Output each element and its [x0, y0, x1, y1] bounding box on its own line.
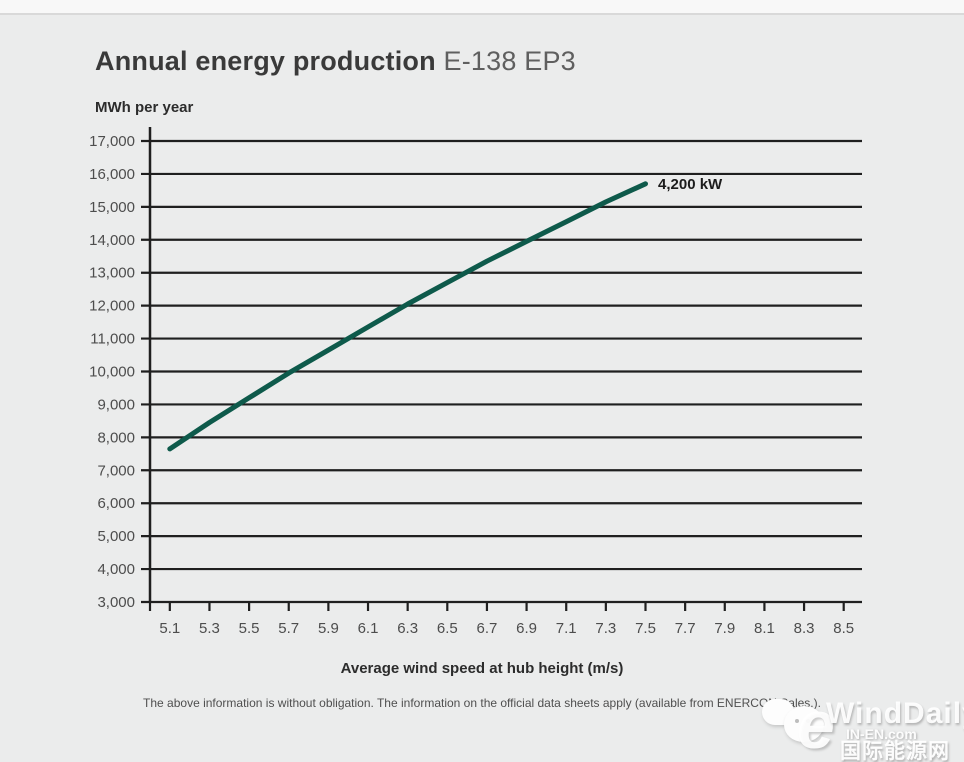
- y-tick-label: 11,000: [90, 331, 135, 348]
- x-tick-label: 7.5: [635, 620, 656, 637]
- x-tick-label: 5.7: [278, 620, 299, 637]
- x-tick-label: 5.9: [318, 620, 339, 637]
- x-tick-label: 6.5: [437, 620, 458, 637]
- y-tick-label: 6,000: [97, 495, 135, 512]
- x-tick-label: 8.3: [794, 620, 815, 637]
- y-axis-unit-label: MWh per year: [95, 99, 194, 116]
- energy-production-line: [167, 181, 648, 452]
- watermark-site: IN-EN.com: [846, 726, 917, 742]
- y-tick-label: 4,000: [97, 561, 135, 578]
- y-tick-label: 10,000: [89, 364, 135, 381]
- watermark-site-chinese: 国际能源网: [840, 740, 950, 762]
- chart-title-main: Annual energy production: [95, 46, 436, 76]
- x-tick-label: 5.1: [159, 620, 180, 637]
- y-tick-label: 14,000: [89, 232, 135, 249]
- y-tick-label: 8,000: [97, 429, 135, 446]
- x-tick-label: 7.3: [595, 620, 616, 637]
- x-tick-label: 6.3: [397, 620, 418, 637]
- y-tick-label: 9,000: [97, 396, 135, 413]
- x-tick-label: 7.1: [556, 620, 577, 637]
- x-tick-label: 6.1: [358, 620, 379, 637]
- y-tick-label: 12,000: [89, 298, 135, 315]
- bubble-face-dot: [806, 719, 810, 723]
- chart-title-model: E-138 EP3: [443, 46, 576, 76]
- x-tick-label: 8.1: [754, 620, 775, 637]
- x-tick-label: 6.7: [477, 620, 498, 637]
- disclaimer-text: The above information is without obligat…: [143, 696, 821, 710]
- power-rating-annotation: 4,200 kW: [658, 176, 723, 193]
- y-tick-label: 16,000: [89, 166, 135, 183]
- chart-title: Annual energy production E-138 EP3: [95, 46, 576, 77]
- y-tick-label: 3,000: [97, 594, 135, 611]
- y-tick-label: 7,000: [97, 462, 135, 479]
- y-tick-label: 13,000: [89, 265, 135, 282]
- x-tick-label: 8.5: [833, 620, 854, 637]
- x-tick-label: 6.9: [516, 620, 537, 637]
- top-divider: [0, 0, 964, 15]
- y-tick-label: 17,000: [89, 133, 135, 150]
- x-tick-label: 7.9: [714, 620, 735, 637]
- x-tick-label: 5.5: [239, 620, 260, 637]
- y-tick-label: 15,000: [89, 199, 135, 216]
- in-en-logo-icon: e: [797, 687, 835, 762]
- watermark-brand: WindDaily: [826, 697, 964, 730]
- x-axis-title: Average wind speed at hub height (m/s): [340, 660, 624, 677]
- x-tick-label: 7.7: [675, 620, 696, 637]
- x-tick-label: 5.3: [199, 620, 220, 637]
- y-tick-label: 5,000: [97, 528, 135, 545]
- bubble-face-dot: [795, 719, 799, 723]
- speech-bubble-icon: [784, 706, 824, 742]
